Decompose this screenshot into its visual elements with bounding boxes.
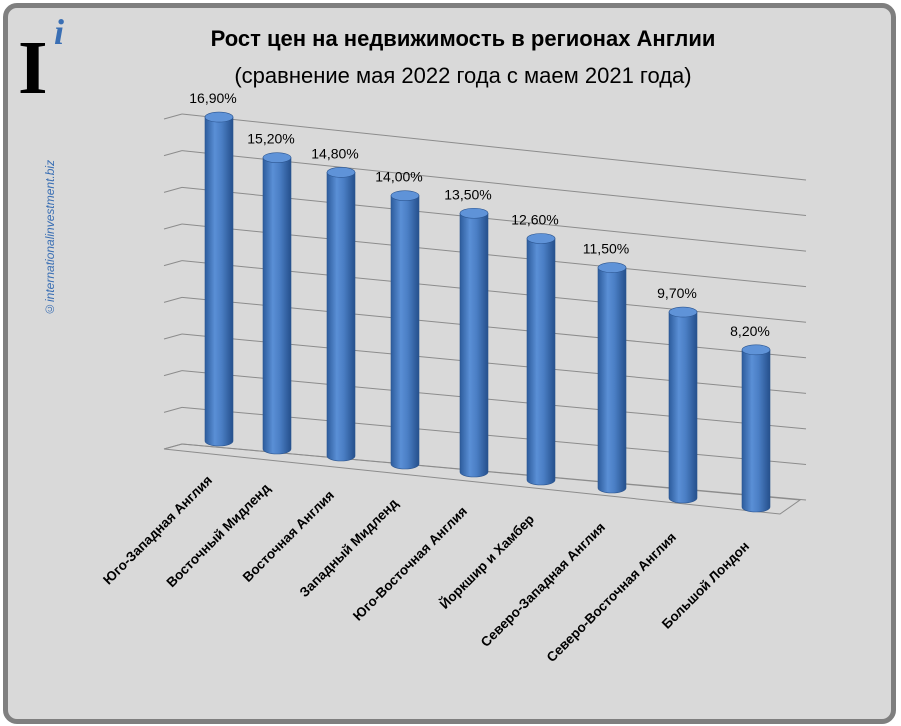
data-label: 12,60%	[511, 212, 558, 228]
bar-top	[326, 167, 356, 178]
bar-body	[262, 157, 292, 455]
bar-body	[390, 195, 420, 470]
data-label: 13,50%	[444, 186, 491, 202]
category-label: Юго-Западная Англия	[100, 473, 215, 588]
data-label: 9,70%	[657, 285, 697, 301]
bar	[459, 207, 489, 478]
data-label: 11,50%	[583, 241, 629, 257]
bar-top	[459, 207, 489, 219]
bar	[390, 190, 420, 470]
bar	[262, 152, 292, 455]
chart-subtitle: (сравнение мая 2022 года с маем 2021 год…	[234, 63, 692, 88]
gridline-tick	[163, 150, 183, 157]
bar-top	[597, 262, 627, 273]
category-label: Северо-Восточная Англия	[544, 530, 679, 665]
data-labels: 16,90% 15,20% 14,80% 14,00% 13,50% 12,60% 11,5…	[189, 90, 770, 339]
bar-body	[526, 238, 556, 486]
gridline-tick	[163, 113, 183, 120]
bar-top	[390, 190, 420, 201]
chart-title: Рост цен на недвижимость в регионах Англ…	[210, 26, 716, 51]
floor-edge	[163, 443, 802, 515]
bar-body	[459, 212, 489, 478]
bars	[204, 111, 771, 513]
data-label: 15,20%	[247, 131, 294, 147]
gridline-tick	[163, 406, 183, 413]
bar	[326, 167, 356, 462]
gridline	[181, 113, 807, 181]
data-label: 14,80%	[311, 145, 358, 161]
gridline-tick	[163, 296, 183, 303]
gridline-tick	[163, 186, 183, 193]
bar-top	[741, 344, 771, 356]
bar-top	[262, 152, 292, 163]
bar	[668, 306, 698, 504]
bar	[741, 344, 771, 513]
logo-letter: I	[18, 26, 48, 110]
data-label: 14,00%	[375, 169, 422, 185]
gridline-tick	[163, 370, 183, 377]
bar	[597, 262, 627, 494]
bar	[204, 111, 234, 447]
logo-accent: i	[54, 12, 65, 52]
gridline-tick	[163, 260, 183, 267]
bar-body	[204, 116, 234, 447]
data-label: 8,20%	[730, 323, 770, 339]
bar-top	[526, 233, 556, 244]
bar-top	[204, 111, 234, 123]
bar-body	[597, 267, 627, 494]
bar-body	[326, 172, 356, 462]
gridline-tick	[163, 333, 183, 340]
bar-top	[668, 306, 698, 318]
category-label: Большой Лондон	[659, 539, 752, 632]
data-label: 16,90%	[189, 90, 236, 106]
bar	[526, 233, 556, 486]
bar-body	[741, 349, 771, 513]
bar-body	[668, 311, 698, 504]
gridline-tick	[163, 223, 183, 230]
